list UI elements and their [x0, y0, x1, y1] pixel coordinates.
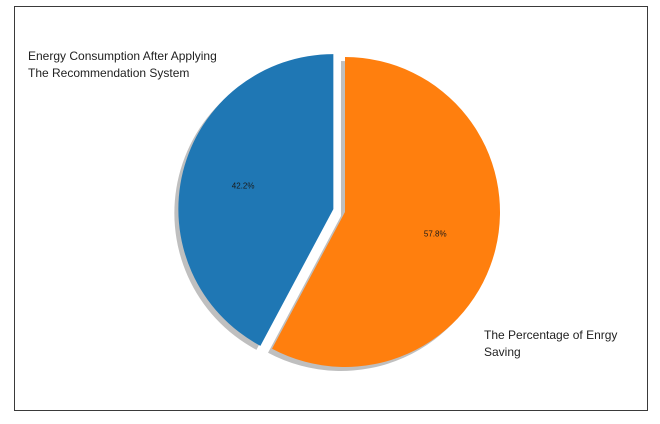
category-label-energy-consumption: Energy Consumption After Applying The Rec… [28, 49, 217, 80]
slice-energy-saving [272, 57, 500, 367]
percent-label-energy-consumption: 42.2% [232, 182, 255, 191]
category-label-energy-saving: The Percentage of Enrgy Saving [484, 328, 617, 359]
pie-slices [178, 54, 500, 367]
chart-frame [14, 6, 648, 411]
slice-energy-consumption [178, 54, 334, 346]
percent-label-energy-saving: 57.8% [424, 230, 447, 239]
pie-labels: 57.8% 42.2% Energy Consumption After Apply… [28, 49, 617, 359]
